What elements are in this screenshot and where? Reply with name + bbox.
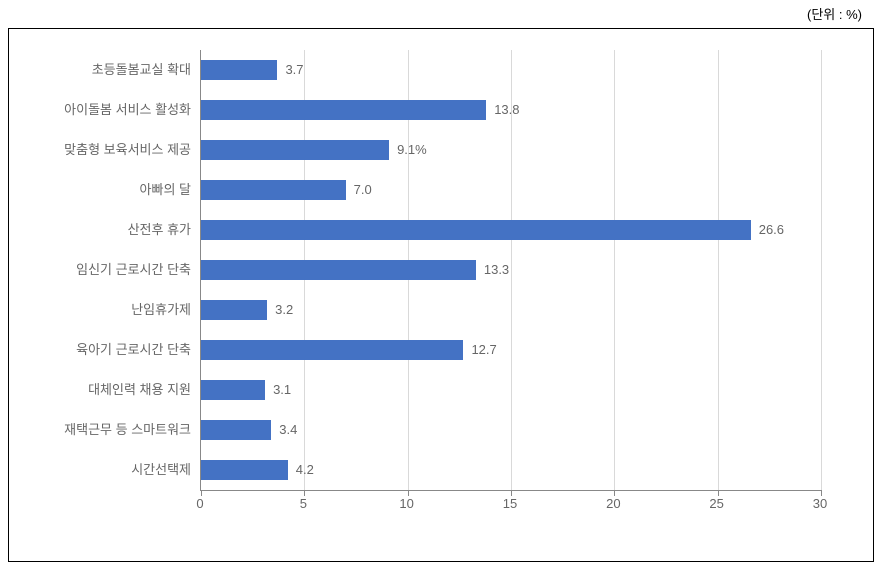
value-label: 26.6 xyxy=(759,220,784,240)
bar: 12.7 xyxy=(201,340,463,360)
x-tick-label: 25 xyxy=(709,496,723,511)
x-tick-label: 10 xyxy=(399,496,413,511)
x-tick-label: 20 xyxy=(606,496,620,511)
bar-row: 난임휴가제3.2 xyxy=(201,290,821,330)
category-label: 시간선택제 xyxy=(11,450,191,490)
category-label: 아이돌봄 서비스 활성화 xyxy=(11,90,191,130)
unit-label: (단위 : %) xyxy=(807,4,862,23)
value-label: 13.3 xyxy=(484,260,509,280)
x-tick-label: 30 xyxy=(813,496,827,511)
bar-row: 초등돌봄교실 확대3.7 xyxy=(201,50,821,90)
category-label: 아빠의 달 xyxy=(11,170,191,210)
bar-row: 시간선택제4.2 xyxy=(201,450,821,490)
plot-area: 초등돌봄교실 확대3.7아이돌봄 서비스 활성화13.8맞춤형 보육서비스 제공… xyxy=(200,50,821,491)
bar: 3.4 xyxy=(201,420,271,440)
bar: 13.8 xyxy=(201,100,486,120)
bar-row: 아빠의 달7.0 xyxy=(201,170,821,210)
bar-row: 산전후 휴가26.6 xyxy=(201,210,821,250)
category-label: 대체인력 채용 지원 xyxy=(11,370,191,410)
category-label: 육아기 근로시간 단축 xyxy=(11,330,191,370)
value-label: 13.8 xyxy=(494,100,519,120)
bar-row: 임신기 근로시간 단축13.3 xyxy=(201,250,821,290)
value-label: 3.4 xyxy=(279,420,297,440)
value-label: 3.1 xyxy=(273,380,291,400)
bar-row: 육아기 근로시간 단축12.7 xyxy=(201,330,821,370)
value-label: 3.2 xyxy=(275,300,293,320)
chart-area: 초등돌봄교실 확대3.7아이돌봄 서비스 활성화13.8맞춤형 보육서비스 제공… xyxy=(200,50,820,520)
category-label: 재택근무 등 스마트워크 xyxy=(11,410,191,450)
gridline xyxy=(821,50,822,490)
bar: 7.0 xyxy=(201,180,346,200)
bar: 26.6 xyxy=(201,220,751,240)
bar: 3.2 xyxy=(201,300,267,320)
category-label: 초등돌봄교실 확대 xyxy=(11,50,191,90)
value-label: 9.1% xyxy=(397,140,427,160)
x-tick-label: 0 xyxy=(196,496,203,511)
category-label: 난임휴가제 xyxy=(11,290,191,330)
x-tick-label: 15 xyxy=(503,496,517,511)
value-label: 7.0 xyxy=(354,180,372,200)
bar-row: 재택근무 등 스마트워크3.4 xyxy=(201,410,821,450)
bar: 3.7 xyxy=(201,60,277,80)
chart-wrapper: (단위 : %) 초등돌봄교실 확대3.7아이돌봄 서비스 활성화13.8맞춤형… xyxy=(0,0,882,570)
bar: 4.2 xyxy=(201,460,288,480)
category-label: 산전후 휴가 xyxy=(11,210,191,250)
bar: 3.1 xyxy=(201,380,265,400)
bar: 9.1% xyxy=(201,140,389,160)
category-label: 맞춤형 보육서비스 제공 xyxy=(11,130,191,170)
bar-row: 아이돌봄 서비스 활성화13.8 xyxy=(201,90,821,130)
bar-row: 대체인력 채용 지원3.1 xyxy=(201,370,821,410)
value-label: 4.2 xyxy=(296,460,314,480)
bar-row: 맞춤형 보육서비스 제공9.1% xyxy=(201,130,821,170)
x-tick-label: 5 xyxy=(300,496,307,511)
category-label: 임신기 근로시간 단축 xyxy=(11,250,191,290)
bar: 13.3 xyxy=(201,260,476,280)
value-label: 3.7 xyxy=(285,60,303,80)
value-label: 12.7 xyxy=(471,340,496,360)
